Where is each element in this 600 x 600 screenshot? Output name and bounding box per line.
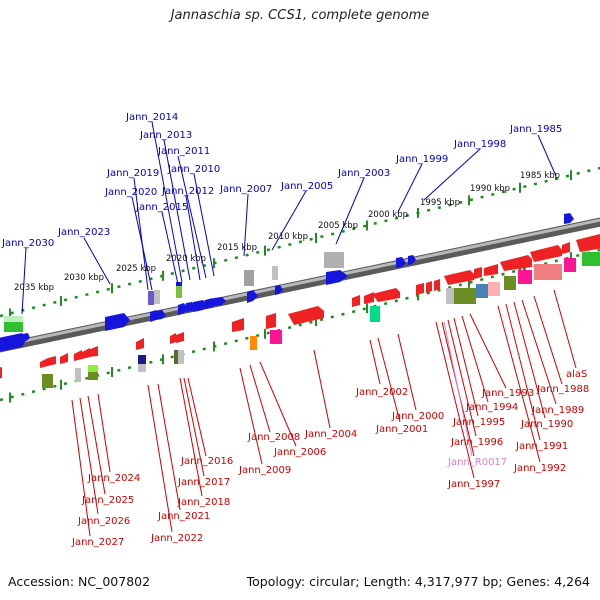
- gene-label[interactable]: Jann_2016: [180, 456, 233, 467]
- ruler-label: 2015 kbp: [217, 243, 257, 253]
- gene-label[interactable]: Jann_1988: [536, 384, 589, 395]
- gene-label[interactable]: Jann_2007: [219, 184, 272, 195]
- gene-label[interactable]: Jann_1997: [447, 479, 500, 490]
- accession-text: Accession: NC_007802: [8, 574, 151, 589]
- gene-label[interactable]: Jann_2024: [87, 473, 140, 484]
- gene-label[interactable]: Jann_2000: [391, 411, 444, 422]
- gene-label[interactable]: Jann_2017: [177, 477, 230, 488]
- ruler-label: 2005 kbp: [318, 221, 358, 231]
- gene-label[interactable]: Jann_1999: [395, 154, 448, 165]
- ruler-label: 2030 kbp: [64, 273, 104, 283]
- gene-label[interactable]: Jann_2006: [273, 447, 326, 458]
- gene-label[interactable]: Jann_2022: [150, 533, 203, 544]
- reverse-leaders: [71, 289, 577, 537]
- gene-label[interactable]: Jann_1998: [453, 139, 506, 150]
- gene-label[interactable]: Jann_2015: [135, 202, 188, 213]
- forward-gene-labels: Jann_2030 Jann_2023 Jann_2020 Jann_2019 …: [1, 112, 562, 249]
- ruler-label: 1990 kbp: [470, 184, 510, 194]
- gene-label[interactable]: Jann_2023: [57, 227, 110, 238]
- gene-label[interactable]: Jann_1985: [509, 124, 562, 135]
- ruler-label: 2035 kbp: [14, 283, 54, 293]
- gene-label[interactable]: Jann_2021: [157, 511, 210, 522]
- gene-label[interactable]: Jann_2001: [375, 424, 428, 435]
- gene-label[interactable]: Jann_1989: [531, 405, 584, 416]
- ruler-label: 2025 kbp: [116, 264, 156, 274]
- gene-label[interactable]: Jann_2019: [106, 168, 159, 179]
- gene-label[interactable]: Jann_2004: [304, 429, 357, 440]
- gene-label[interactable]: Jann_1990: [520, 419, 573, 430]
- gene-label[interactable]: Jann_2013: [139, 130, 192, 141]
- gene-label[interactable]: Jann_2018: [177, 497, 230, 508]
- gene-label[interactable]: Jann_1995: [452, 417, 505, 428]
- gene-label[interactable]: Jann_2010: [167, 164, 220, 175]
- gene-label[interactable]: Jann_2005: [280, 181, 333, 192]
- gene-label[interactable]: Jann_1991: [515, 441, 568, 452]
- inner-ruler: [0, 248, 600, 402]
- forward-features: [0, 213, 574, 352]
- gene-label[interactable]: Jann_2030: [1, 238, 54, 249]
- gene-label[interactable]: Jann_2008: [247, 432, 300, 443]
- gene-label[interactable]: Jann_2003: [337, 168, 390, 179]
- gene-label[interactable]: Jann_2020: [104, 187, 157, 198]
- backbone: [0, 217, 600, 353]
- gene-label[interactable]: Jann_1996: [450, 437, 503, 448]
- rna-leader: [443, 321, 473, 457]
- gene-label[interactable]: Jann_2027: [71, 537, 124, 548]
- outer-ruler: [0, 166, 600, 318]
- gene-label[interactable]: Jann_2014: [125, 112, 178, 123]
- gene-label-rna[interactable]: Jann_R0017: [447, 457, 507, 468]
- ruler-label: 1985 kbp: [520, 171, 560, 181]
- gene-label[interactable]: Jann_1993: [481, 388, 534, 399]
- gene-label[interactable]: Jann_2011: [157, 146, 210, 157]
- gene-label[interactable]: Jann_1994: [465, 402, 518, 413]
- gene-label[interactable]: Jann_1992: [513, 463, 566, 474]
- map-title: Jannaschia sp. CCS1, complete genome: [170, 8, 430, 23]
- gene-label[interactable]: Jann_2025: [81, 495, 134, 506]
- gene-label[interactable]: alaS: [566, 369, 587, 380]
- ruler-label: 2010 kbp: [268, 232, 308, 242]
- ruler-label: 1995 kbp: [420, 198, 460, 208]
- gene-label[interactable]: Jann_2026: [77, 516, 130, 527]
- gene-label[interactable]: Jann_2009: [238, 465, 291, 476]
- reverse-features: [0, 234, 600, 388]
- forward-leaders: [21, 121, 557, 315]
- gene-label[interactable]: Jann_2012: [161, 186, 214, 197]
- reverse-gene-labels: Jann_2027 Jann_2026 Jann_2025 Jann_2024 …: [71, 369, 589, 548]
- genome-stats-text: Topology: circular; Length: 4,317,977 bp…: [246, 574, 590, 589]
- ruler-label: 2000 kbp: [368, 210, 408, 220]
- gene-label[interactable]: Jann_2002: [355, 387, 408, 398]
